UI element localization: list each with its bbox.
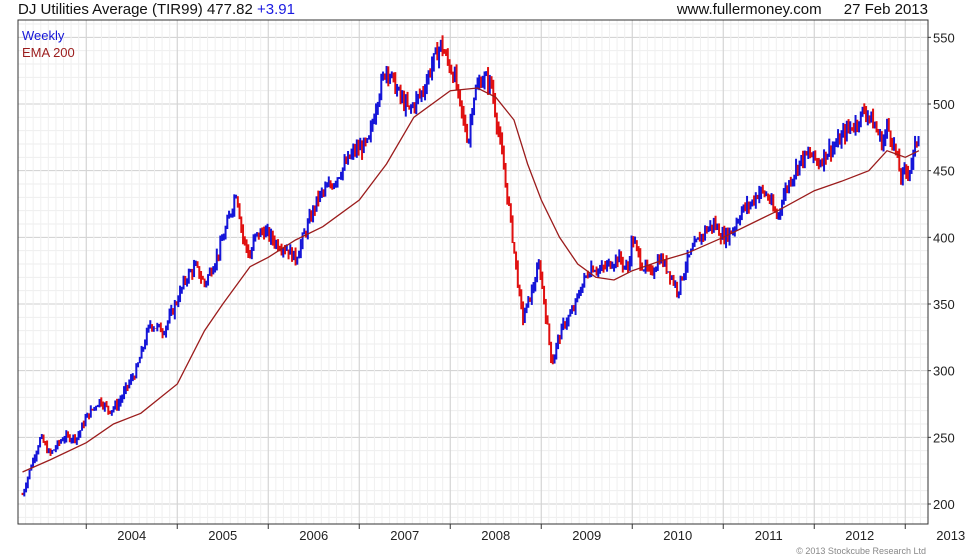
x-tick-label: 2011	[755, 528, 783, 543]
x-tick-label: 2009	[572, 528, 601, 543]
x-tick-label: 2007	[390, 528, 419, 543]
x-tick-label: 2008	[481, 528, 510, 543]
x-tick-label: 2006	[299, 528, 328, 543]
website-link[interactable]: www.fullermoney.com	[676, 1, 822, 18]
chart-date: 27 Feb 2013	[843, 1, 928, 18]
x-tick-label: 2012	[845, 528, 874, 543]
x-tick-label: 2010	[663, 528, 692, 543]
chart-header-right: www.fullermoney.com 27 Feb 2013	[677, 0, 928, 20]
ema-line	[22, 87, 920, 473]
plot-frame	[17, 19, 929, 525]
legend: Weekly EMA 200	[22, 28, 75, 60]
legend-weekly: Weekly	[22, 28, 65, 43]
weekly-bars	[21, 35, 920, 497]
x-tick-label: 2013	[936, 528, 965, 543]
y-tick-label: 450	[933, 164, 955, 179]
chart-title-last: 477.82	[206, 1, 253, 18]
y-tick-label: 500	[933, 97, 955, 112]
chart-title-change: +3.91	[257, 1, 295, 18]
y-tick-label: 350	[933, 297, 955, 312]
x-axis: 2004 2005 2006 2007 2008 2009 2010 2011 2012 2013	[85, 524, 965, 543]
ema-200-line	[22, 87, 920, 473]
y-tick-label: 550	[933, 30, 955, 45]
legend-ema: EMA 200	[22, 45, 75, 60]
chart-title-name: DJ Utilities Average (TIR99)	[18, 1, 203, 18]
x-tick-label: 2005	[208, 528, 237, 543]
y-axis: 200 250 300 350 400 450 500 550	[928, 30, 955, 512]
copyright-text: © 2013 Stockcube Research Ltd	[796, 546, 926, 556]
chart-grid	[17, 20, 929, 524]
chart-title: DJ Utilities Average (TIR99) 477.82 +3.9…	[18, 0, 295, 20]
y-tick-label: 200	[933, 497, 955, 512]
y-tick-label: 300	[933, 364, 955, 379]
y-tick-label: 250	[933, 430, 955, 445]
y-tick-label: 400	[933, 230, 955, 245]
x-tick-label: 2004	[117, 528, 146, 543]
